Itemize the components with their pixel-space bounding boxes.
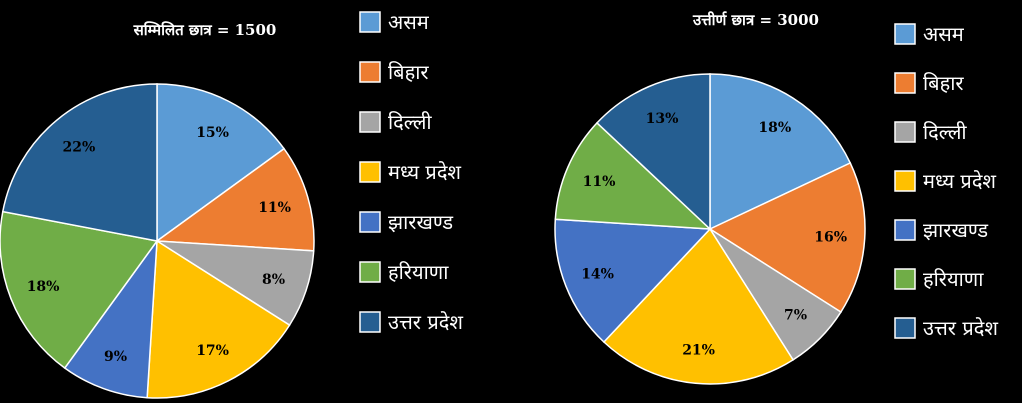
pie1-slice-6 bbox=[0, 210, 159, 370]
pie1-data-label-7: 22% bbox=[63, 140, 96, 156]
pie1-legend-label-1: असम bbox=[388, 10, 430, 34]
pie1-slice-7 bbox=[1, 83, 158, 242]
pie1-slice-1 bbox=[156, 83, 286, 243]
pie1-legend-swatch-5 bbox=[359, 211, 381, 233]
pie2-slice-5 bbox=[554, 218, 712, 344]
pie1-data-label-1: 15% bbox=[196, 125, 229, 141]
pie2-legend-label-6: हरियाणा bbox=[923, 267, 984, 291]
pie2-slice-4 bbox=[602, 227, 795, 385]
pie1-legend-label-3: दिल्ली bbox=[388, 110, 432, 134]
pie1-legend-swatch-3 bbox=[359, 111, 381, 133]
pie1-title: सम्मिलित छात्र = 1500 bbox=[133, 21, 277, 39]
pie1-legend-swatch-6 bbox=[359, 261, 381, 283]
pie1-slice-5 bbox=[63, 238, 158, 399]
pie2-slice-7 bbox=[595, 73, 711, 231]
pie1-legend-label-7: उत्तर प्रदेश bbox=[388, 310, 463, 334]
pie2-slice-2 bbox=[708, 162, 866, 314]
pie1-slice-2 bbox=[154, 147, 315, 252]
pie1-legend-swatch-4 bbox=[359, 161, 381, 183]
pie1-legend-label-5: झारखण्ड bbox=[388, 210, 453, 234]
pie2-legend-label-5: झारखण्ड bbox=[923, 218, 988, 242]
pie2-legend-swatch-2 bbox=[894, 72, 916, 94]
pie1-data-label-5: 9% bbox=[104, 349, 127, 365]
pie1-legend-swatch-7 bbox=[359, 311, 381, 333]
pie2-data-label-1: 18% bbox=[758, 120, 791, 136]
pie2-legend-swatch-3 bbox=[894, 121, 916, 143]
pie1-legend-label-4: मध्य प्रदेश bbox=[388, 160, 461, 184]
pie1-data-label-3: 8% bbox=[262, 272, 285, 288]
pie2-legend-label-1: असम bbox=[923, 22, 965, 46]
pie2-legend-swatch-7 bbox=[894, 317, 916, 339]
pie1-slice-4 bbox=[146, 239, 291, 399]
pie1-legend-swatch-1 bbox=[359, 11, 381, 33]
pie2-data-label-7: 13% bbox=[646, 111, 679, 127]
pie2-legend-swatch-5 bbox=[894, 219, 916, 241]
pie2-legend-swatch-4 bbox=[894, 170, 916, 192]
pie2-data-label-3: 7% bbox=[784, 308, 807, 324]
pie2-slice-6 bbox=[554, 121, 713, 230]
pie2-data-label-4: 21% bbox=[682, 342, 715, 358]
pie2-slice-1 bbox=[709, 73, 852, 231]
pie2-legend-swatch-1 bbox=[894, 23, 916, 45]
pie2-data-label-5: 14% bbox=[581, 267, 614, 283]
pie1-data-label-2: 11% bbox=[258, 200, 291, 216]
pie2-title: उत्तीर्ण छात्र = 3000 bbox=[692, 11, 819, 29]
pie2-data-label-2: 16% bbox=[814, 230, 847, 246]
pie1-legend-swatch-2 bbox=[359, 61, 381, 83]
pie1-data-label-4: 17% bbox=[196, 343, 229, 359]
pie1-legend-label-2: बिहार bbox=[388, 60, 429, 84]
pie2-data-label-6: 11% bbox=[583, 174, 616, 190]
pie1-legend-label-6: हरियाणा bbox=[388, 260, 449, 284]
pie2-legend-label-7: उत्तर प्रदेश bbox=[923, 316, 998, 340]
pie2-legend-swatch-6 bbox=[894, 268, 916, 290]
pie1-data-label-6: 18% bbox=[27, 279, 60, 295]
pie2-legend-label-3: दिल्ली bbox=[923, 120, 967, 144]
pie2-legend-label-2: बिहार bbox=[923, 71, 964, 95]
pie2-legend-label-4: मध्य प्रदेश bbox=[923, 169, 996, 193]
